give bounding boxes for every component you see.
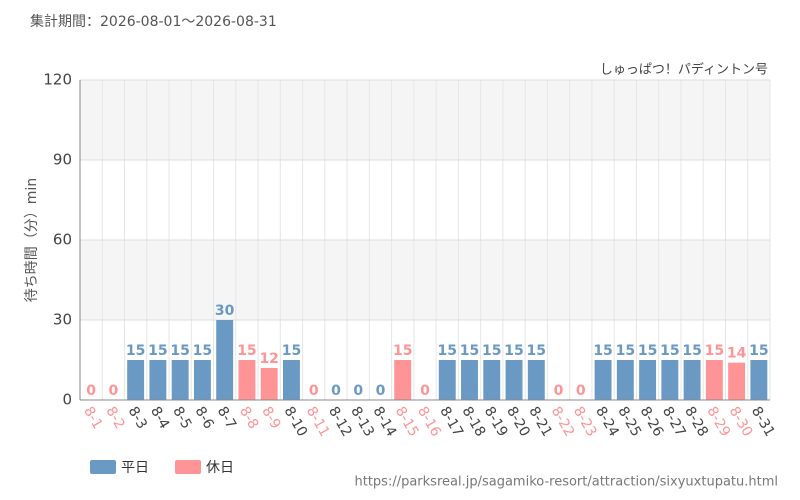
y-tick-label: 0 — [62, 391, 72, 409]
bar — [505, 360, 523, 400]
chart-subtitle: 集計期間：2026-08-01～2026-08-31 — [30, 13, 277, 30]
data-label: 30 — [215, 303, 235, 319]
y-tick-label: 120 — [43, 71, 72, 89]
bar — [193, 360, 211, 400]
y-tick-label: 60 — [53, 231, 72, 249]
data-label: 15 — [126, 343, 145, 359]
legend-label: 平日 — [121, 460, 149, 476]
bar — [149, 360, 167, 400]
data-label: 15 — [393, 343, 412, 359]
x-tick-label: 8-8 — [236, 404, 261, 432]
data-label: 15 — [193, 343, 212, 359]
x-tick-label: 8-2 — [102, 404, 127, 432]
data-label: 0 — [554, 383, 564, 399]
bar — [127, 360, 145, 400]
data-label: 15 — [170, 343, 189, 359]
bar — [216, 320, 234, 400]
data-label: 15 — [527, 343, 546, 359]
bar — [238, 360, 256, 400]
y-tick-label: 30 — [53, 311, 72, 329]
data-label: 15 — [148, 343, 167, 359]
data-label: 15 — [460, 343, 479, 359]
data-label: 0 — [86, 383, 96, 399]
y-tick-label: 90 — [53, 151, 72, 169]
bar — [483, 360, 501, 400]
data-label: 15 — [749, 343, 768, 359]
data-label: 15 — [705, 343, 724, 359]
bar — [728, 362, 746, 400]
x-tick-label: 8-9 — [258, 404, 283, 432]
data-label: 0 — [576, 383, 586, 399]
data-label: 15 — [638, 343, 657, 359]
data-label: 15 — [438, 343, 457, 359]
bar — [594, 360, 612, 400]
data-label: 14 — [727, 346, 747, 362]
grid-band — [80, 80, 770, 160]
bar — [661, 360, 679, 400]
bar — [461, 360, 478, 400]
x-tick-label: 8-5 — [169, 404, 194, 432]
data-label: 15 — [482, 343, 501, 359]
bar — [683, 360, 701, 400]
bar — [639, 360, 657, 400]
data-label: 0 — [109, 383, 119, 399]
x-tick-label: 8-4 — [147, 404, 172, 432]
chart-title: しゅっぱつ！パディントン号 — [600, 62, 768, 78]
data-label: 15 — [682, 343, 701, 359]
data-label: 15 — [504, 343, 523, 359]
data-label: 15 — [282, 343, 301, 359]
legend-label: 休日 — [206, 460, 234, 476]
bar — [705, 360, 723, 400]
data-label: 0 — [309, 383, 319, 399]
y-axis-label: 待ち時間（分）min — [24, 178, 40, 302]
bar — [394, 360, 412, 400]
data-label: 0 — [420, 383, 430, 399]
data-label: 15 — [237, 343, 256, 359]
bar — [171, 360, 189, 400]
data-label: 15 — [616, 343, 635, 359]
data-label: 15 — [660, 343, 679, 359]
bar — [616, 360, 634, 400]
legend-swatch — [175, 460, 201, 474]
bar — [750, 360, 768, 400]
data-label: 15 — [593, 343, 612, 359]
x-tick-label: 8-6 — [191, 404, 216, 432]
x-tick-label: 8-1 — [80, 404, 105, 432]
data-label: 12 — [259, 351, 278, 367]
bar — [527, 360, 545, 400]
x-tick-label: 8-31 — [748, 404, 778, 440]
bar — [438, 360, 456, 400]
x-tick-label: 8-7 — [214, 404, 239, 432]
bar — [260, 368, 278, 400]
bar — [282, 360, 300, 400]
data-label: 0 — [376, 383, 386, 399]
grid-band — [80, 240, 770, 320]
data-label: 0 — [331, 383, 341, 399]
source-url: https://parksreal.jp/sagamiko-resort/att… — [354, 475, 778, 490]
data-label: 0 — [353, 383, 363, 399]
x-tick-label: 8-3 — [125, 404, 150, 432]
legend-swatch — [90, 460, 116, 474]
